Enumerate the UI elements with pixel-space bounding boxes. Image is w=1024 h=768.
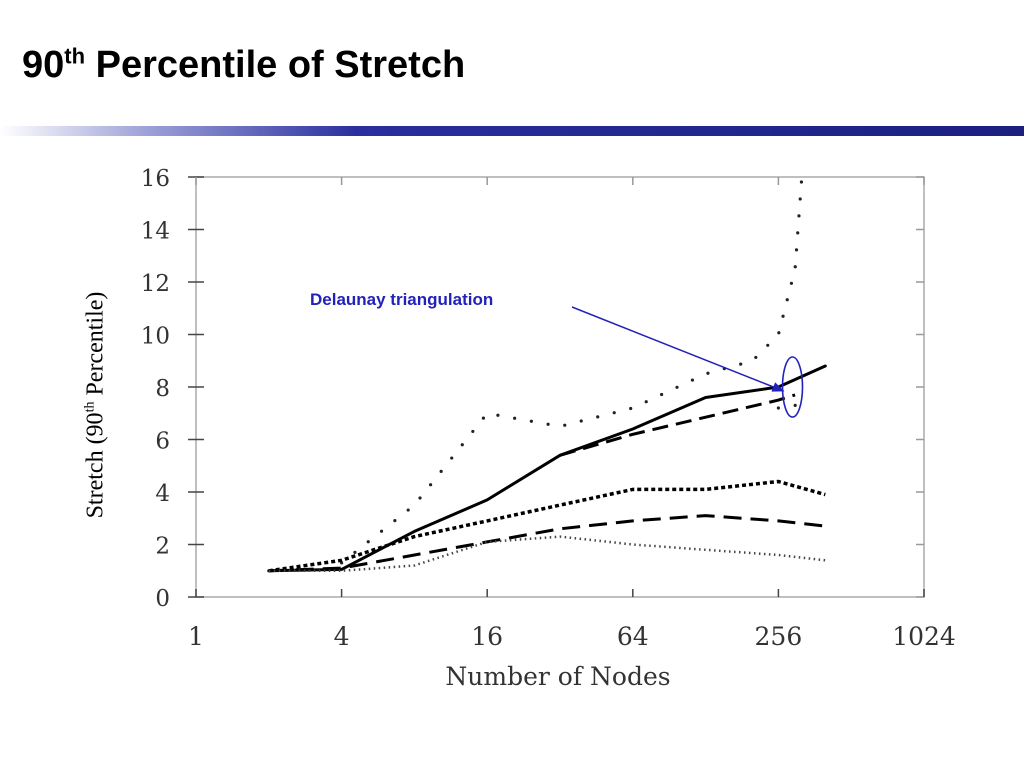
series-line-medium-dash-6 (268, 514, 826, 573)
title-superscript: th (64, 43, 86, 69)
x-axis-label: Number of Nodes (445, 662, 671, 691)
x-tick-label: 4 (334, 622, 350, 651)
y-tick-label: 12 (141, 271, 170, 297)
series-line-sparse-dot-3 (340, 175, 804, 565)
y-tick-label: 8 (155, 376, 170, 402)
y-tick-label: 2 (155, 534, 170, 560)
y-tick-label: 6 (155, 429, 170, 455)
annotation-arrow (571, 306, 785, 392)
series-line-short-dash-5 (268, 479, 826, 573)
title-divider (0, 126, 1024, 136)
series-line-fine-dot-7 (268, 535, 826, 573)
annotation-ellipse (781, 356, 804, 418)
y-tick-label: 16 (141, 166, 170, 192)
y-tick-label: 10 (141, 324, 170, 350)
x-tick-label: 16 (471, 622, 503, 651)
y-tick-label: 0 (155, 586, 170, 612)
series-line-sparse-dot-4 (776, 401, 804, 410)
x-tick-label: 256 (755, 622, 803, 651)
plot-frame (195, 176, 925, 598)
series-line-solid-1 (267, 364, 827, 573)
y-tick-label: 14 (141, 219, 170, 245)
series-line-long-dash-2 (559, 393, 796, 457)
y-tick-label: 4 (155, 481, 170, 507)
x-tick-label: 64 (617, 622, 649, 651)
x-tick-label: 1 (188, 622, 204, 651)
y-axis-label: Stretch (90th Percentile) (82, 291, 109, 519)
slide-title: 90th Percentile of Stretch (22, 43, 466, 86)
x-tick-label: 1024 (892, 622, 956, 651)
annotation-delaunay: Delaunay triangulation (310, 290, 494, 309)
